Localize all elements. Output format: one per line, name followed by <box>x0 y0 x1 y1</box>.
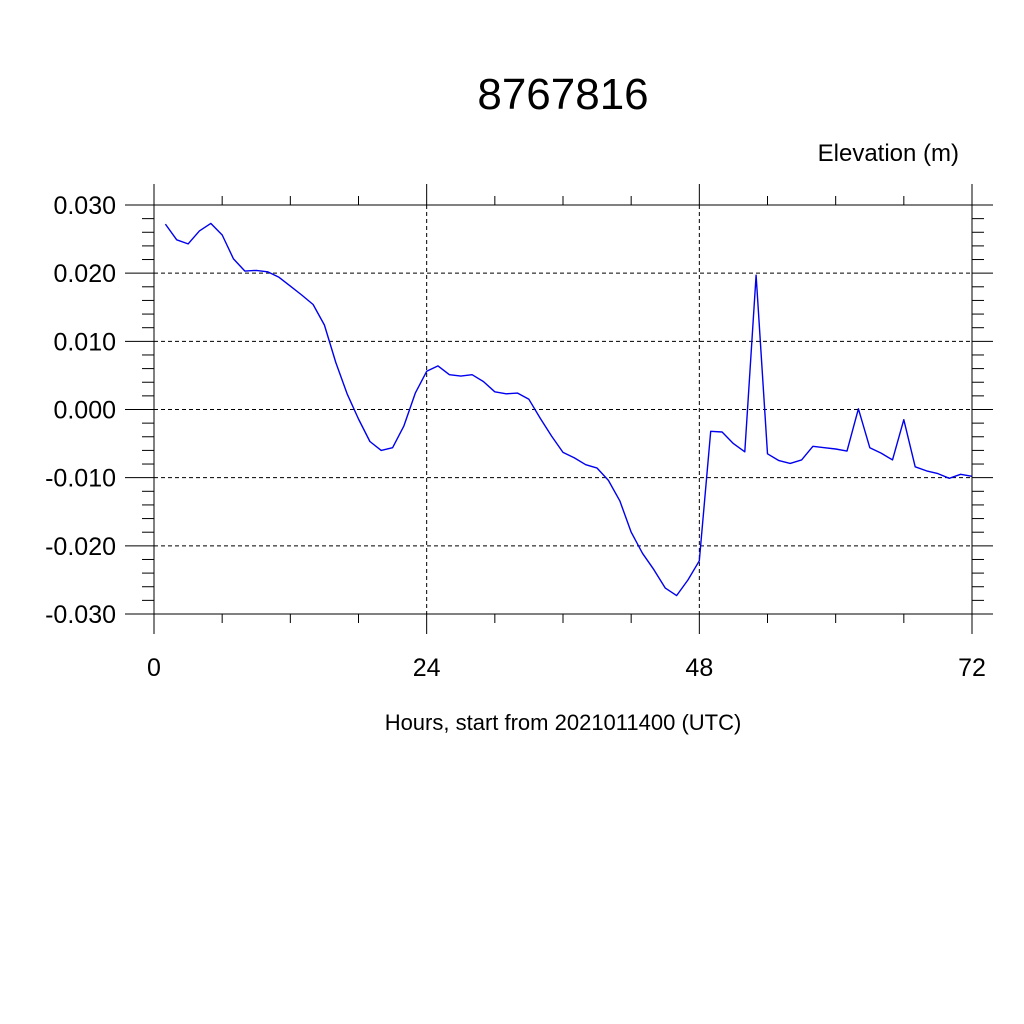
x-tick-label: 24 <box>413 654 441 682</box>
plot-frame <box>153 204 973 615</box>
series-line <box>164 222 973 597</box>
major-ticks <box>125 184 993 634</box>
tick-labels: -0.030 -0.020 -0.010 0.000 0.010 0.020 0.030 0 2… <box>45 192 986 682</box>
chart-title: 8767816 <box>477 70 648 119</box>
minor-ticks <box>142 196 984 623</box>
series-group <box>164 222 973 597</box>
x-tick-label: 72 <box>958 654 986 682</box>
y-tick-label: 0.020 <box>53 260 116 288</box>
y-tick-label: -0.010 <box>45 465 116 493</box>
y-axis-label: Elevation (m) <box>818 140 959 167</box>
y-tick-label: 0.010 <box>53 328 116 356</box>
x-axis-label: Hours, start from 2021011400 (UTC) <box>385 710 742 735</box>
x-tick-label: 0 <box>147 654 161 682</box>
y-tick-label: -0.020 <box>45 533 116 561</box>
y-tick-label: 0.000 <box>53 397 116 425</box>
y-tick-label: -0.030 <box>45 601 116 629</box>
y-tick-label: 0.030 <box>53 192 116 220</box>
x-tick-label: 48 <box>685 654 713 682</box>
